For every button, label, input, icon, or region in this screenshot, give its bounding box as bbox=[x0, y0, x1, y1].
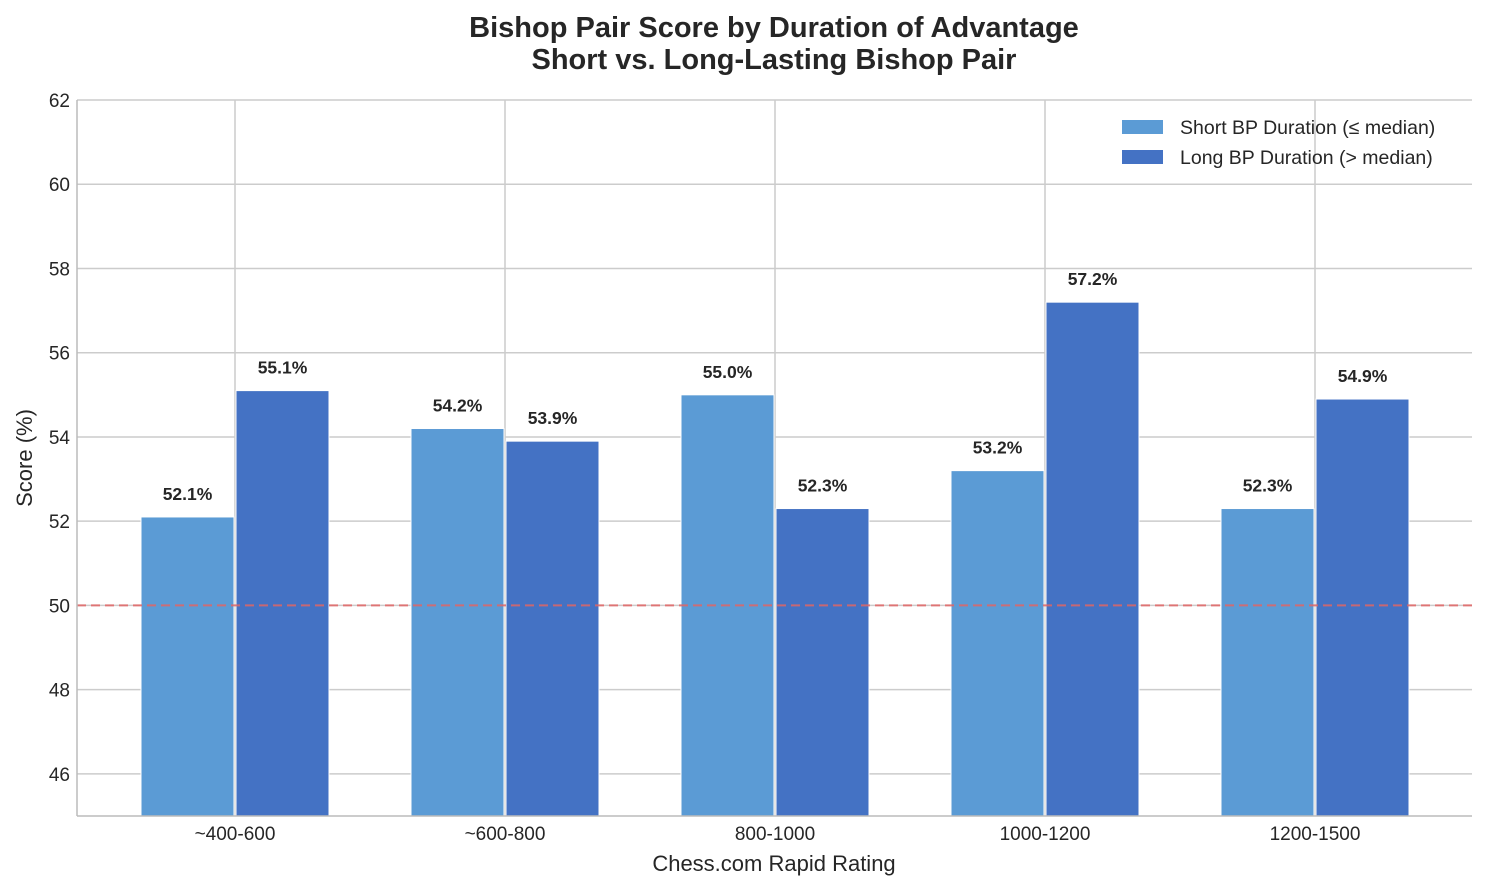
bar-long-4 bbox=[1315, 398, 1410, 817]
x-axis-label: Chess.com Rapid Rating bbox=[652, 851, 895, 876]
y-tick-label: 56 bbox=[49, 344, 70, 365]
y-tick-label: 54 bbox=[49, 428, 71, 449]
bar-short-3 bbox=[950, 470, 1045, 817]
y-tick-label: 50 bbox=[49, 596, 70, 617]
y-tick-label: 46 bbox=[49, 765, 70, 786]
bars bbox=[140, 301, 1410, 817]
x-tick-label: ~600-800 bbox=[465, 824, 546, 845]
data-label-long-2: 52.3% bbox=[798, 476, 848, 496]
data-label-short-4: 52.3% bbox=[1243, 476, 1293, 496]
bar-long-0 bbox=[235, 390, 330, 817]
legend-label-short: Short BP Duration (≤ median) bbox=[1180, 117, 1435, 139]
chart-title: Bishop Pair Score by Duration of Advanta… bbox=[469, 12, 1079, 44]
tick-labels: 46 48 50 52 54 56 58 60 62 ~400-600 ~600-800 800-10… bbox=[49, 91, 1361, 845]
bar-short-1 bbox=[410, 428, 505, 817]
y-tick-label: 52 bbox=[49, 512, 70, 533]
bar-long-3 bbox=[1045, 301, 1140, 817]
legend-label-long: Long BP Duration (> median) bbox=[1180, 147, 1433, 169]
data-label-short-2: 55.0% bbox=[703, 362, 753, 382]
data-label-short-3: 53.2% bbox=[973, 438, 1023, 458]
y-axis-label: Score (%) bbox=[12, 409, 37, 507]
x-tick-label: 1000-1200 bbox=[1000, 824, 1091, 845]
bar-short-0 bbox=[140, 516, 235, 817]
x-tick-label: ~400-600 bbox=[195, 824, 276, 845]
bar-short-4 bbox=[1220, 508, 1315, 817]
y-tick-label: 62 bbox=[49, 91, 70, 112]
legend-swatch-short bbox=[1122, 120, 1163, 134]
bar-long-1 bbox=[505, 440, 600, 817]
data-labels: 52.1% 54.2% 55.0% 53.2% 52.3% 55.1% 53.9% 52.3%… bbox=[163, 269, 1388, 504]
x-tick-label: 1200-1500 bbox=[1270, 824, 1361, 845]
data-label-long-3: 57.2% bbox=[1068, 269, 1118, 289]
bar-long-2 bbox=[775, 508, 870, 817]
axes bbox=[76, 100, 1472, 817]
data-label-long-4: 54.9% bbox=[1338, 366, 1388, 386]
legend: Short BP Duration (≤ median) Long BP Dur… bbox=[1122, 117, 1435, 169]
y-tick-label: 48 bbox=[49, 681, 70, 702]
data-label-short-0: 52.1% bbox=[163, 484, 213, 504]
data-label-long-1: 53.9% bbox=[528, 408, 578, 428]
y-tick-label: 58 bbox=[49, 259, 70, 280]
data-label-short-1: 54.2% bbox=[433, 396, 483, 416]
data-label-long-0: 55.1% bbox=[258, 358, 308, 378]
chart-subtitle: Short vs. Long-Lasting Bishop Pair bbox=[532, 44, 1017, 76]
legend-swatch-long bbox=[1122, 150, 1163, 164]
y-tick-label: 60 bbox=[49, 175, 70, 196]
x-tick-label: 800-1000 bbox=[735, 824, 815, 845]
